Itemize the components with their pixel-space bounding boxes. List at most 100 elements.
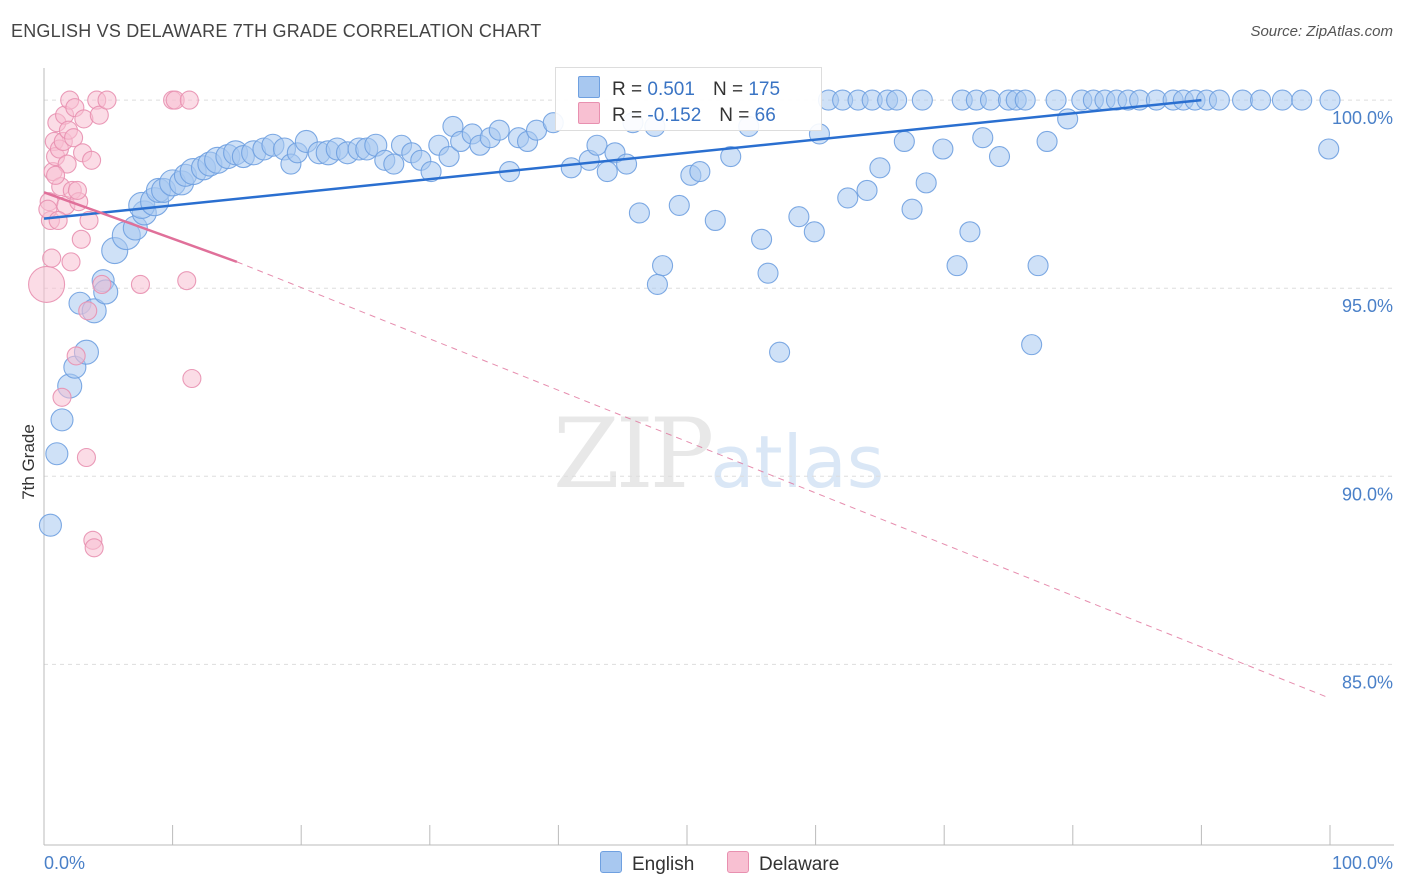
english-point[interactable] [932, 138, 954, 160]
delaware-point[interactable] [67, 180, 87, 200]
delaware-point[interactable] [66, 346, 86, 366]
english-point[interactable] [45, 442, 69, 466]
english-point[interactable] [769, 341, 791, 363]
english-point[interactable] [50, 408, 74, 432]
english-point[interactable] [652, 255, 674, 277]
legend-english[interactable]: English [600, 851, 694, 876]
delaware-point[interactable] [48, 210, 68, 231]
english-point[interactable] [886, 89, 908, 111]
delaware-point[interactable] [57, 154, 77, 174]
english-point[interactable] [911, 89, 933, 111]
english-point[interactable] [837, 187, 859, 209]
english-point[interactable] [668, 194, 690, 216]
delaware-swatch [578, 102, 600, 124]
english-point[interactable] [438, 145, 460, 168]
delaware-point[interactable] [182, 368, 202, 389]
delaware-point[interactable] [71, 229, 91, 249]
english-point[interactable] [704, 209, 726, 232]
delaware-point[interactable] [78, 301, 98, 321]
english-point[interactable] [856, 179, 878, 201]
delaware-point[interactable] [130, 274, 150, 294]
delaware-r-value: -0.152 [647, 105, 702, 126]
delaware-point[interactable] [64, 128, 84, 148]
legend-row-english: R = 0.501 N = 175 [578, 76, 780, 102]
y-tick-label-3: 85.0% [1342, 672, 1393, 692]
english-point[interactable] [1318, 138, 1340, 160]
english-point[interactable] [420, 161, 442, 183]
delaware-point[interactable] [28, 265, 66, 303]
english-point[interactable] [869, 157, 891, 179]
english-point[interactable] [646, 273, 668, 295]
delaware-point[interactable] [61, 252, 81, 272]
gridlines [44, 99, 1394, 665]
english-point[interactable] [757, 262, 779, 284]
english-point[interactable] [1014, 89, 1036, 111]
legend-delaware[interactable]: Delaware [727, 851, 839, 876]
english-point[interactable] [1319, 89, 1341, 111]
watermark: ZIPatlas [553, 398, 884, 510]
delaware-n-label: N = [719, 105, 750, 126]
delaware-n-value: 66 [754, 105, 776, 126]
english-point[interactable] [488, 119, 510, 141]
delaware-point[interactable] [46, 165, 66, 185]
english-trend-line [43, 98, 1202, 220]
delaware-point[interactable] [82, 150, 102, 170]
legend-english-label: English [632, 854, 695, 875]
english-point[interactable] [1208, 89, 1230, 111]
english-point[interactable] [1291, 89, 1313, 111]
x-tick-label-0: 0.0% [44, 853, 85, 873]
delaware-point[interactable] [89, 105, 109, 125]
delaware-point[interactable] [79, 210, 99, 231]
english-point[interactable] [893, 130, 915, 153]
delaware-point[interactable] [177, 271, 197, 291]
english-point[interactable] [788, 206, 810, 228]
tick-labels: 100.0% 95.0% 90.0% 85.0% 0.0% 100.0% [44, 108, 1393, 873]
legend-english-swatch [600, 851, 622, 873]
english-point[interactable] [803, 221, 825, 243]
delaware-trend-line [43, 191, 238, 264]
chart-title: ENGLISH VS DELAWARE 7TH GRADE CORRELATIO… [11, 21, 542, 41]
legend-delaware-label: Delaware [759, 854, 840, 875]
english-point[interactable] [38, 513, 62, 537]
english-point[interactable] [988, 145, 1011, 168]
english-n-label: N = [712, 79, 744, 100]
english-point[interactable] [689, 161, 711, 183]
stats-legend: R = 0.501 N = 175 R = -0.152 N = 66 [555, 67, 822, 131]
delaware-point[interactable] [76, 447, 96, 468]
axes [43, 68, 1394, 846]
delaware-point[interactable] [84, 538, 104, 558]
english-r-value: 0.501 [647, 79, 695, 100]
english-swatch [578, 76, 600, 98]
english-point[interactable] [596, 161, 618, 183]
english-points [38, 89, 1341, 537]
english-point[interactable] [1027, 255, 1049, 277]
english-point[interactable] [720, 145, 742, 168]
source-label[interactable]: Source: ZipAtlas.com [1250, 23, 1393, 40]
delaware-point[interactable] [179, 90, 199, 110]
english-point[interactable] [1250, 89, 1272, 111]
english-point[interactable] [751, 228, 773, 250]
english-point[interactable] [586, 134, 608, 156]
english-point[interactable] [901, 198, 923, 220]
english-point[interactable] [1232, 89, 1254, 111]
english-point[interactable] [979, 89, 1002, 111]
english-point[interactable] [1045, 89, 1067, 111]
english-point[interactable] [1271, 89, 1293, 111]
delaware-point[interactable] [92, 274, 112, 294]
x-tick-label-1: 100.0% [1332, 853, 1393, 873]
english-point[interactable] [959, 221, 981, 243]
y-tick-label-1: 95.0% [1342, 296, 1393, 316]
english-point[interactable] [915, 172, 937, 194]
english-point[interactable] [1021, 334, 1043, 356]
english-point[interactable] [1036, 130, 1058, 153]
english-point[interactable] [560, 157, 582, 179]
delaware-point[interactable] [97, 90, 117, 110]
english-point[interactable] [383, 153, 405, 175]
delaware-point[interactable] [42, 248, 62, 268]
watermark-zip: ZIP [553, 398, 714, 510]
english-point[interactable] [946, 255, 968, 277]
delaware-point[interactable] [52, 387, 72, 407]
english-point[interactable] [972, 127, 994, 149]
english-point[interactable] [628, 202, 650, 224]
